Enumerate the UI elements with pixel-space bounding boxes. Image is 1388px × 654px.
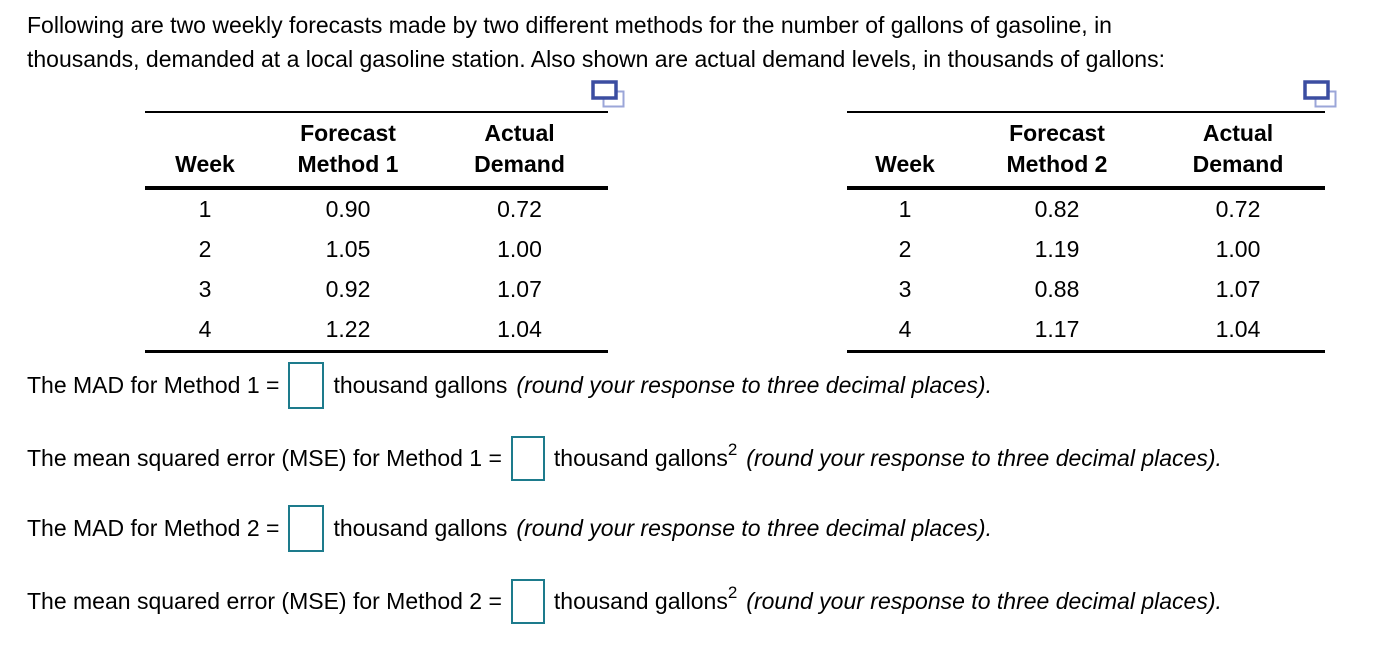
table-header-row: Week Forecast Method 2 Actual Demand: [847, 111, 1325, 190]
mad-method1-input[interactable]: [288, 361, 325, 409]
column-header-actual-demand: Actual Demand: [1151, 111, 1325, 190]
column-header-forecast-method1: Forecast Method 1: [265, 111, 431, 190]
table-row: 2 1.05 1.00: [145, 230, 608, 270]
week-cell: 2: [198, 236, 212, 262]
actual-cell: 1.04: [1151, 310, 1325, 353]
actual-cell: 1.07: [1215, 276, 1261, 302]
column-header-forecast-method2: Forecast Method 2: [963, 111, 1151, 190]
table-row: 4 1.17 1.04: [847, 310, 1325, 353]
unit-exponent: 2: [727, 582, 738, 602]
question-intro-paragraph: Following are two weekly forecasts made …: [27, 8, 1165, 76]
forecast-cell: 0.92: [325, 276, 371, 302]
forecast-cell: 1.22: [265, 310, 431, 353]
duplicate-window-icon-glyph: [591, 80, 625, 108]
question-prefix-label: The MAD for Method 2 =: [27, 514, 280, 541]
week-cell: 3: [898, 276, 912, 302]
intro-line-1: Following are two weekly forecasts made …: [27, 12, 1112, 38]
table-row: 2 1.19 1.00: [847, 230, 1325, 270]
rounding-instruction: (round your response to three decimal pl…: [746, 587, 1222, 614]
unit-label: thousand gallons2: [553, 582, 738, 614]
actual-cell: 0.72: [497, 196, 542, 222]
forecast-cell: 0.88: [1034, 276, 1080, 302]
week-cell: 1: [198, 196, 212, 222]
forecast-method2-table: Week Forecast Method 2 Actual Demand 1 0…: [847, 111, 1325, 353]
rounding-instruction: (round your response to three decimal pl…: [516, 371, 992, 398]
week-cell: 1: [898, 196, 912, 222]
table-row: 3 0.92 1.07: [145, 270, 608, 310]
mse-method2-input[interactable]: [510, 578, 545, 624]
mse-method1-input[interactable]: [510, 435, 545, 481]
table-row: 1 0.90 0.72: [145, 188, 608, 230]
table-row: 4 1.22 1.04: [145, 310, 608, 353]
mad-method2-input[interactable]: [288, 504, 325, 552]
question-mad-method1: The MAD for Method 1 = thousand gallons …: [27, 361, 992, 409]
column-header-week: Week: [145, 111, 265, 190]
question-mse-method2: The mean squared error (MSE) for Method …: [27, 577, 1222, 625]
actual-cell: 1.07: [497, 276, 542, 302]
actual-cell: 1.04: [431, 310, 608, 353]
week-cell: 4: [847, 310, 963, 353]
question-mad-method2: The MAD for Method 2 = thousand gallons …: [27, 504, 992, 552]
forecast-cell: 0.90: [325, 196, 371, 222]
question-prefix-label: The MAD for Method 1 =: [27, 371, 280, 398]
actual-cell: 1.00: [1215, 236, 1261, 262]
week-cell: 4: [145, 310, 265, 353]
unit-exponent: 2: [727, 439, 738, 459]
unit-label: thousand gallons2: [553, 439, 738, 471]
week-cell: 2: [898, 236, 912, 262]
forecast-cell: 1.05: [325, 236, 371, 262]
intro-line-2: thousands, demanded at a local gasoline …: [27, 46, 1165, 72]
forecast-cell: 1.19: [1034, 236, 1080, 262]
question-mse-method1: The mean squared error (MSE) for Method …: [27, 434, 1222, 482]
duplicate-window-icon[interactable]: [1303, 80, 1339, 110]
forecast-method1-table: Week Forecast Method 1 Actual Demand 1 0…: [145, 111, 608, 353]
actual-cell: 1.00: [497, 236, 542, 262]
actual-cell: 0.72: [1215, 196, 1261, 222]
table-row: 3 0.88 1.07: [847, 270, 1325, 310]
week-cell: 3: [198, 276, 212, 302]
forecast-cell: 0.82: [1034, 196, 1080, 222]
duplicate-window-icon[interactable]: [591, 80, 627, 110]
table-row: 1 0.82 0.72: [847, 188, 1325, 230]
question-prefix-label: The mean squared error (MSE) for Method …: [27, 587, 502, 614]
table-header-row: Week Forecast Method 1 Actual Demand: [145, 111, 608, 190]
column-header-actual-demand: Actual Demand: [431, 111, 608, 190]
duplicate-window-icon-glyph: [1303, 80, 1337, 108]
column-header-week: Week: [847, 111, 963, 190]
unit-label: thousand gallons: [333, 514, 508, 541]
rounding-instruction: (round your response to three decimal pl…: [746, 444, 1222, 471]
rounding-instruction: (round your response to three decimal pl…: [516, 514, 992, 541]
forecast-cell: 1.17: [963, 310, 1151, 353]
unit-label: thousand gallons: [333, 371, 508, 398]
question-prefix-label: The mean squared error (MSE) for Method …: [27, 444, 502, 471]
